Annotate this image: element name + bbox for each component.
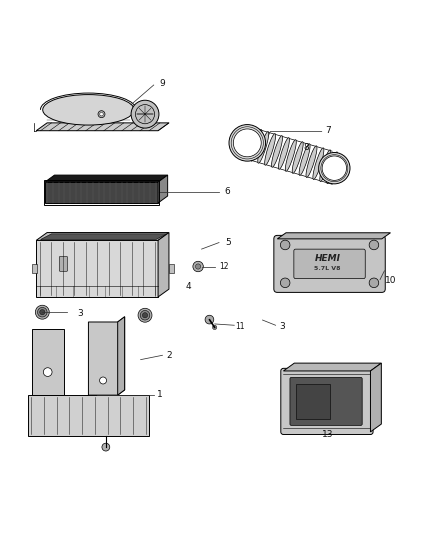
FancyBboxPatch shape (281, 368, 373, 434)
Text: 3: 3 (78, 309, 83, 318)
Text: HEMI: HEMI (314, 254, 340, 263)
Polygon shape (41, 234, 167, 239)
Circle shape (369, 240, 379, 250)
Circle shape (205, 315, 214, 324)
Polygon shape (283, 363, 381, 371)
Circle shape (193, 261, 203, 272)
Circle shape (43, 368, 52, 376)
Circle shape (233, 129, 261, 157)
Polygon shape (118, 317, 125, 395)
FancyBboxPatch shape (169, 264, 174, 273)
Circle shape (212, 325, 217, 329)
Text: 1: 1 (157, 390, 163, 399)
Ellipse shape (265, 134, 276, 165)
FancyBboxPatch shape (59, 256, 67, 271)
Circle shape (131, 100, 159, 128)
Circle shape (98, 111, 105, 118)
Polygon shape (36, 240, 158, 297)
Circle shape (99, 377, 106, 384)
Polygon shape (32, 329, 64, 395)
Ellipse shape (244, 127, 255, 159)
Text: 5: 5 (225, 238, 230, 247)
Ellipse shape (285, 140, 296, 171)
Text: 4: 4 (186, 281, 191, 290)
Text: 7: 7 (325, 126, 332, 135)
Circle shape (280, 240, 290, 250)
Circle shape (319, 152, 350, 184)
Polygon shape (36, 232, 169, 240)
Circle shape (38, 308, 47, 317)
Polygon shape (371, 363, 381, 432)
FancyBboxPatch shape (274, 236, 385, 293)
Circle shape (142, 313, 148, 318)
FancyBboxPatch shape (290, 377, 362, 425)
Polygon shape (36, 123, 169, 131)
Polygon shape (158, 175, 168, 203)
Circle shape (40, 310, 45, 315)
FancyBboxPatch shape (297, 384, 329, 419)
Circle shape (195, 264, 201, 269)
Circle shape (102, 443, 110, 451)
Ellipse shape (299, 144, 310, 175)
Circle shape (280, 278, 290, 288)
Circle shape (229, 125, 265, 161)
Ellipse shape (272, 135, 283, 167)
Ellipse shape (279, 138, 290, 169)
Polygon shape (277, 233, 391, 239)
Circle shape (140, 310, 150, 320)
FancyBboxPatch shape (294, 249, 365, 279)
Polygon shape (158, 232, 169, 297)
Circle shape (369, 278, 379, 288)
Polygon shape (88, 317, 125, 395)
Ellipse shape (292, 142, 303, 173)
Ellipse shape (43, 94, 134, 125)
Ellipse shape (313, 148, 324, 180)
Text: 8: 8 (304, 143, 310, 152)
Text: 9: 9 (159, 79, 165, 88)
Ellipse shape (258, 132, 269, 163)
Text: 3: 3 (279, 322, 285, 332)
FancyBboxPatch shape (32, 264, 37, 273)
Text: 10: 10 (385, 277, 397, 285)
Text: 13: 13 (322, 430, 334, 439)
Ellipse shape (320, 150, 331, 182)
Polygon shape (28, 395, 149, 436)
Circle shape (322, 156, 346, 180)
Polygon shape (45, 182, 158, 203)
Text: 6: 6 (225, 187, 230, 196)
Ellipse shape (327, 152, 338, 183)
Circle shape (100, 112, 103, 116)
Circle shape (35, 305, 49, 319)
Polygon shape (45, 175, 168, 182)
Text: 12: 12 (219, 262, 229, 271)
Text: 5.7L V8: 5.7L V8 (314, 266, 341, 271)
Ellipse shape (251, 130, 262, 161)
Circle shape (138, 308, 152, 322)
Ellipse shape (306, 146, 317, 177)
Text: 2: 2 (167, 351, 173, 360)
Text: 11: 11 (236, 321, 245, 330)
